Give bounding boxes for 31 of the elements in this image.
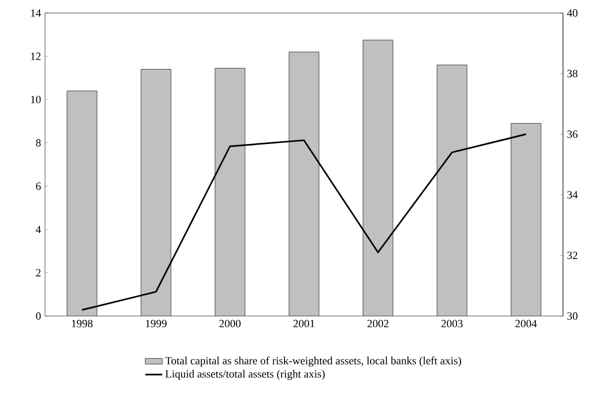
legend-label: Liquid assets/total assets (right axis) xyxy=(165,370,325,380)
bar xyxy=(436,64,468,316)
x-tick-label: 2002 xyxy=(367,320,388,328)
bar xyxy=(362,40,394,316)
x-tick-label: 2001 xyxy=(293,320,314,328)
x-tick-label: 2004 xyxy=(515,320,537,328)
x-tick-label: 1998 xyxy=(72,320,93,328)
y-tick-label: 8 xyxy=(36,139,41,147)
bar xyxy=(214,68,246,316)
bar xyxy=(140,69,172,316)
y-tick-label: 4 xyxy=(36,226,41,234)
y2-tick-label: 40 xyxy=(567,9,578,17)
y2-tick-label: 38 xyxy=(567,70,578,78)
y-tick-label: 14 xyxy=(31,9,41,17)
y2-tick-label: 32 xyxy=(567,252,578,260)
bar xyxy=(510,123,542,316)
legend-label: Total capital as share of risk-weighted assets, local banks (left axis) xyxy=(165,356,462,367)
x-tick-label: 1999 xyxy=(146,320,167,328)
y2-tick-label: 30 xyxy=(567,312,578,320)
y-tick-label: 2 xyxy=(36,269,41,276)
y-tick-label: 12 xyxy=(31,52,41,60)
line-series xyxy=(81,133,527,311)
y-tick-label: 6 xyxy=(36,182,41,190)
x-tick-label: 2003 xyxy=(441,320,463,328)
y-tick-label: 0 xyxy=(36,312,41,320)
x-tick-label: 2000 xyxy=(219,320,241,328)
bar xyxy=(66,90,98,316)
y-tick-label: 10 xyxy=(31,96,41,104)
y2-tick-label: 34 xyxy=(567,191,578,198)
bar xyxy=(288,52,320,316)
y2-tick-label: 36 xyxy=(567,130,578,138)
